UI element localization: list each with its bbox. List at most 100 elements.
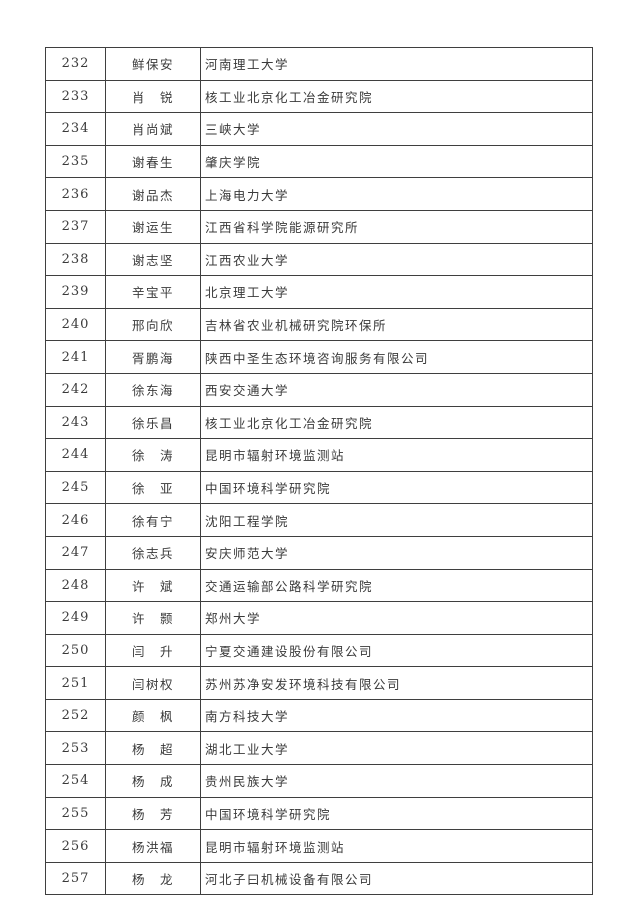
institution-cell: 河北子曰机械设备有限公司	[200, 861, 593, 896]
table-row: 256 杨洪福 昆明市辐射环境监测站	[45, 829, 593, 863]
row-number-cell: 252	[45, 698, 106, 733]
table-row: 247 徐志兵 安庆师范大学	[45, 535, 593, 570]
institution-cell: 湖北工业大学	[200, 731, 593, 766]
institution-cell: 陕西中圣生态环境咨询服务有限公司	[200, 340, 593, 374]
row-number-cell: 247	[45, 535, 106, 570]
name-cell: 颜 枫	[105, 698, 201, 733]
name-cell: 徐 涛	[105, 438, 201, 472]
row-number-cell: 245	[45, 470, 106, 505]
institution-cell: 昆明市辐射环境监测站	[200, 438, 593, 472]
row-number-cell: 235	[45, 144, 106, 179]
institution-cell: 江西省科学院能源研究所	[200, 209, 593, 244]
row-number-cell: 254	[45, 764, 106, 798]
name-cell: 徐东海	[105, 372, 201, 407]
table-row: 242 徐东海 西安交通大学	[45, 372, 593, 407]
institution-cell: 中国环境科学研究院	[200, 796, 593, 831]
institution-cell: 贵州民族大学	[200, 764, 593, 798]
row-number-cell: 250	[45, 633, 106, 668]
table-row: 243 徐乐昌 核工业北京化工冶金研究院	[45, 405, 593, 440]
institution-cell: 肇庆学院	[200, 144, 593, 179]
name-cell: 邢向欣	[105, 307, 201, 342]
name-cell: 肖尚斌	[105, 112, 201, 146]
table-row: 236 谢品杰 上海电力大学	[45, 177, 593, 211]
institution-cell: 吉林省农业机械研究院环保所	[200, 307, 593, 342]
name-cell: 鲜保安	[105, 47, 201, 81]
row-number-cell: 241	[45, 340, 106, 374]
name-cell: 杨洪福	[105, 829, 201, 863]
institution-cell: 南方科技大学	[200, 698, 593, 733]
table-row: 257 杨 龙 河北子曰机械设备有限公司	[45, 861, 593, 896]
table-row: 235 谢春生 肇庆学院	[45, 144, 593, 179]
institution-cell: 苏州苏净安发环境科技有限公司	[200, 666, 593, 700]
name-cell: 谢品杰	[105, 177, 201, 211]
row-number-cell: 249	[45, 601, 106, 635]
institution-cell: 中国环境科学研究院	[200, 470, 593, 505]
table-row: 234 肖尚斌 三峡大学	[45, 112, 593, 146]
name-cell: 徐有宁	[105, 503, 201, 537]
institution-cell: 西安交通大学	[200, 372, 593, 407]
row-number-cell: 243	[45, 405, 106, 440]
row-number-cell: 257	[45, 861, 106, 896]
row-number-cell: 246	[45, 503, 106, 537]
row-number-cell: 248	[45, 568, 106, 603]
institution-cell: 交通运输部公路科学研究院	[200, 568, 593, 603]
name-cell: 肖 锐	[105, 79, 201, 114]
table-row: 244 徐 涛 昆明市辐射环境监测站	[45, 438, 593, 472]
institution-cell: 核工业北京化工冶金研究院	[200, 79, 593, 114]
name-cell: 许 颢	[105, 601, 201, 635]
name-cell: 谢志坚	[105, 242, 201, 277]
row-number-cell: 238	[45, 242, 106, 277]
table-row: 232 鲜保安 河南理工大学	[45, 47, 593, 81]
roster-table-body: 232 鲜保安 河南理工大学 233 肖 锐 核工业北京化工冶金研究院 234 …	[45, 47, 593, 896]
row-number-cell: 253	[45, 731, 106, 766]
roster-table: 232 鲜保安 河南理工大学 233 肖 锐 核工业北京化工冶金研究院 234 …	[45, 47, 593, 896]
table-row: 252 颜 枫 南方科技大学	[45, 698, 593, 733]
institution-cell: 北京理工大学	[200, 275, 593, 309]
institution-cell: 郑州大学	[200, 601, 593, 635]
name-cell: 徐乐昌	[105, 405, 201, 440]
table-row: 249 许 颢 郑州大学	[45, 601, 593, 635]
row-number-cell: 237	[45, 209, 106, 244]
row-number-cell: 236	[45, 177, 106, 211]
table-row: 238 谢志坚 江西农业大学	[45, 242, 593, 277]
name-cell: 杨 成	[105, 764, 201, 798]
name-cell: 闫 升	[105, 633, 201, 668]
table-row: 255 杨 芳 中国环境科学研究院	[45, 796, 593, 831]
name-cell: 杨 龙	[105, 861, 201, 896]
name-cell: 许 斌	[105, 568, 201, 603]
institution-cell: 三峡大学	[200, 112, 593, 146]
name-cell: 辛宝平	[105, 275, 201, 309]
table-row: 250 闫 升 宁夏交通建设股份有限公司	[45, 633, 593, 668]
name-cell: 谢春生	[105, 144, 201, 179]
table-row: 253 杨 超 湖北工业大学	[45, 731, 593, 766]
institution-cell: 宁夏交通建设股份有限公司	[200, 633, 593, 668]
row-number-cell: 232	[45, 47, 106, 81]
row-number-cell: 239	[45, 275, 106, 309]
name-cell: 徐 亚	[105, 470, 201, 505]
table-row: 251 闫树权 苏州苏净安发环境科技有限公司	[45, 666, 593, 700]
row-number-cell: 233	[45, 79, 106, 114]
row-number-cell: 255	[45, 796, 106, 831]
institution-cell: 河南理工大学	[200, 47, 593, 81]
table-row: 239 辛宝平 北京理工大学	[45, 275, 593, 309]
name-cell: 杨 超	[105, 731, 201, 766]
table-row: 240 邢向欣 吉林省农业机械研究院环保所	[45, 307, 593, 342]
row-number-cell: 251	[45, 666, 106, 700]
table-row: 233 肖 锐 核工业北京化工冶金研究院	[45, 79, 593, 114]
table-row: 254 杨 成 贵州民族大学	[45, 764, 593, 798]
institution-cell: 江西农业大学	[200, 242, 593, 277]
row-number-cell: 240	[45, 307, 106, 342]
table-row: 237 谢运生 江西省科学院能源研究所	[45, 209, 593, 244]
table-row: 241 胥鹏海 陕西中圣生态环境咨询服务有限公司	[45, 340, 593, 374]
row-number-cell: 234	[45, 112, 106, 146]
row-number-cell: 256	[45, 829, 106, 863]
institution-cell: 核工业北京化工冶金研究院	[200, 405, 593, 440]
name-cell: 杨 芳	[105, 796, 201, 831]
name-cell: 徐志兵	[105, 535, 201, 570]
name-cell: 谢运生	[105, 209, 201, 244]
name-cell: 闫树权	[105, 666, 201, 700]
row-number-cell: 244	[45, 438, 106, 472]
table-row: 248 许 斌 交通运输部公路科学研究院	[45, 568, 593, 603]
institution-cell: 安庆师范大学	[200, 535, 593, 570]
